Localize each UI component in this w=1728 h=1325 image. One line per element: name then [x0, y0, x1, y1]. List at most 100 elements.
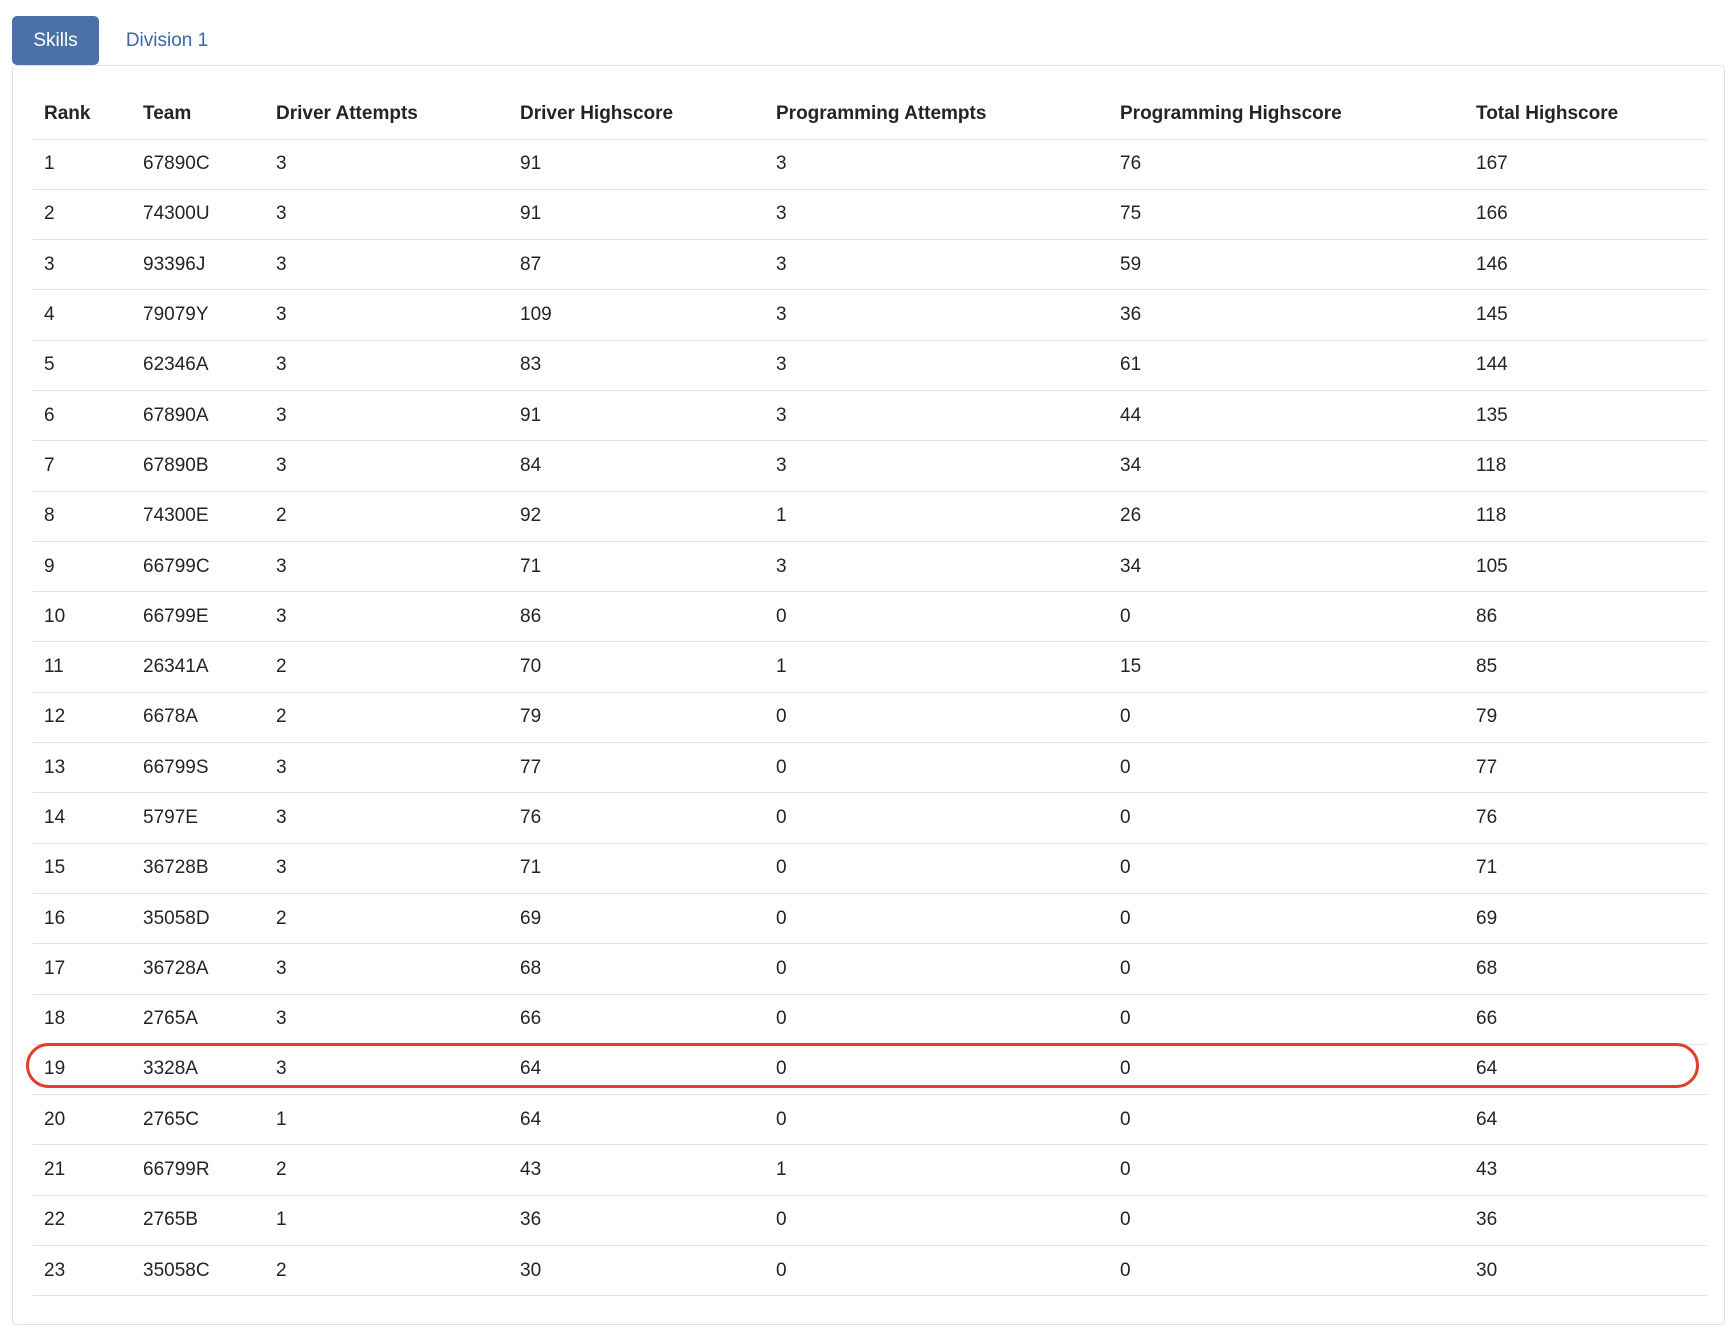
- cell-team: 36728B: [132, 843, 265, 894]
- table-body: 1 67890C 3 91 3 76 167 2 74300U 3 91 3 75 166 3 93396J 3…: [33, 139, 1707, 1297]
- cell-programming-attempts: 0: [765, 1195, 1109, 1247]
- cell-driver-highscore: 77: [509, 742, 765, 794]
- cell-programming-attempts: 3: [765, 541, 1109, 593]
- cell-total-highscore: 144: [1465, 340, 1707, 391]
- table-row: 23 35058C 2 30 0 0 30: [33, 1245, 1707, 1297]
- cell-rank: 5: [33, 340, 132, 391]
- table-row: 4 79079Y 3 109 3 36 145: [33, 289, 1707, 341]
- cell-programming-highscore: 75: [1109, 189, 1465, 241]
- table-row: 19 3328A 3 64 0 0 64: [33, 1044, 1707, 1096]
- cell-driver-attempts: 3: [265, 189, 509, 241]
- table-row: 1 67890C 3 91 3 76 167: [33, 139, 1707, 190]
- cell-driver-attempts: 1: [265, 1094, 509, 1146]
- tab-division-1[interactable]: Division 1: [125, 29, 209, 51]
- column-header-driver-attempts: Driver Attempts: [265, 89, 509, 140]
- cell-driver-attempts: 3: [265, 390, 509, 442]
- column-header-team: Team: [132, 89, 265, 140]
- cell-programming-highscore: 59: [1109, 239, 1465, 291]
- table-row: 6 67890A 3 91 3 44 135: [33, 390, 1707, 442]
- cell-team: 2765A: [132, 994, 265, 1045]
- cell-driver-highscore: 68: [509, 943, 765, 995]
- cell-programming-attempts: 3: [765, 440, 1109, 492]
- cell-driver-attempts: 3: [265, 1044, 509, 1096]
- cell-programming-attempts: 3: [765, 239, 1109, 291]
- cell-team: 66799E: [132, 591, 265, 643]
- cell-driver-highscore: 64: [509, 1044, 765, 1096]
- table-row: 9 66799C 3 71 3 34 105: [33, 541, 1707, 593]
- cell-driver-attempts: 2: [265, 1245, 509, 1297]
- tab-skills[interactable]: Skills: [12, 16, 99, 65]
- cell-programming-highscore: 0: [1109, 1144, 1465, 1196]
- cell-driver-highscore: 91: [509, 139, 765, 190]
- cell-rank: 4: [33, 289, 132, 341]
- cell-driver-highscore: 91: [509, 390, 765, 442]
- cell-rank: 9: [33, 541, 132, 593]
- table-row: 8 74300E 2 92 1 26 118: [33, 491, 1707, 542]
- cell-total-highscore: 118: [1465, 440, 1707, 492]
- cell-total-highscore: 76: [1465, 792, 1707, 844]
- cell-programming-attempts: 0: [765, 994, 1109, 1045]
- cell-total-highscore: 145: [1465, 289, 1707, 341]
- cell-driver-highscore: 76: [509, 792, 765, 844]
- cell-team: 66799R: [132, 1144, 265, 1196]
- cell-rank: 1: [33, 139, 132, 190]
- cell-team: 67890A: [132, 390, 265, 442]
- cell-rank: 23: [33, 1245, 132, 1297]
- cell-programming-attempts: 3: [765, 390, 1109, 442]
- table-row: 11 26341A 2 70 1 15 85: [33, 641, 1707, 693]
- cell-total-highscore: 166: [1465, 189, 1707, 241]
- cell-driver-highscore: 71: [509, 541, 765, 593]
- cell-programming-attempts: 3: [765, 289, 1109, 341]
- cell-driver-highscore: 92: [509, 491, 765, 542]
- cell-rank: 8: [33, 491, 132, 542]
- table-row: 5 62346A 3 83 3 61 144: [33, 340, 1707, 391]
- cell-driver-attempts: 3: [265, 742, 509, 794]
- cell-team: 93396J: [132, 239, 265, 291]
- cell-team: 26341A: [132, 641, 265, 693]
- cell-programming-highscore: 0: [1109, 742, 1465, 794]
- cell-programming-attempts: 1: [765, 491, 1109, 542]
- cell-driver-highscore: 69: [509, 893, 765, 945]
- cell-team: 3328A: [132, 1044, 265, 1096]
- cell-total-highscore: 71: [1465, 843, 1707, 894]
- cell-total-highscore: 69: [1465, 893, 1707, 945]
- cell-programming-attempts: 0: [765, 591, 1109, 643]
- table-row: 14 5797E 3 76 0 0 76: [33, 792, 1707, 844]
- cell-total-highscore: 118: [1465, 491, 1707, 542]
- cell-rank: 13: [33, 742, 132, 794]
- table-row: 13 66799S 3 77 0 0 77: [33, 742, 1707, 794]
- cell-driver-attempts: 3: [265, 139, 509, 190]
- cell-rank: 14: [33, 792, 132, 844]
- cell-driver-highscore: 87: [509, 239, 765, 291]
- cell-programming-highscore: 0: [1109, 692, 1465, 744]
- cell-rank: 20: [33, 1094, 132, 1146]
- cell-driver-highscore: 64: [509, 1094, 765, 1146]
- cell-rank: 12: [33, 692, 132, 744]
- column-header-driver-highscore: Driver Highscore: [509, 89, 765, 140]
- table-header-row: Rank Team Driver Attempts Driver Highsco…: [33, 89, 1707, 140]
- table-row: 10 66799E 3 86 0 0 86: [33, 591, 1707, 643]
- cell-driver-highscore: 79: [509, 692, 765, 744]
- cell-total-highscore: 146: [1465, 239, 1707, 291]
- cell-team: 36728A: [132, 943, 265, 995]
- cell-total-highscore: 79: [1465, 692, 1707, 744]
- cell-programming-highscore: 76: [1109, 139, 1465, 190]
- table-row: 2 74300U 3 91 3 75 166: [33, 189, 1707, 241]
- cell-driver-attempts: 2: [265, 893, 509, 945]
- cell-total-highscore: 135: [1465, 390, 1707, 442]
- table-row: 22 2765B 1 36 0 0 36: [33, 1195, 1707, 1247]
- cell-programming-highscore: 61: [1109, 340, 1465, 391]
- cell-team: 6678A: [132, 692, 265, 744]
- cell-team: 2765C: [132, 1094, 265, 1146]
- cell-rank: 6: [33, 390, 132, 442]
- cell-driver-attempts: 3: [265, 994, 509, 1045]
- cell-total-highscore: 66: [1465, 994, 1707, 1045]
- column-header-programming-attempts: Programming Attempts: [765, 89, 1109, 140]
- cell-rank: 7: [33, 440, 132, 492]
- cell-rank: 11: [33, 641, 132, 693]
- cell-programming-highscore: 0: [1109, 792, 1465, 844]
- cell-programming-highscore: 0: [1109, 843, 1465, 894]
- cell-driver-highscore: 86: [509, 591, 765, 643]
- cell-total-highscore: 86: [1465, 591, 1707, 643]
- cell-driver-attempts: 3: [265, 591, 509, 643]
